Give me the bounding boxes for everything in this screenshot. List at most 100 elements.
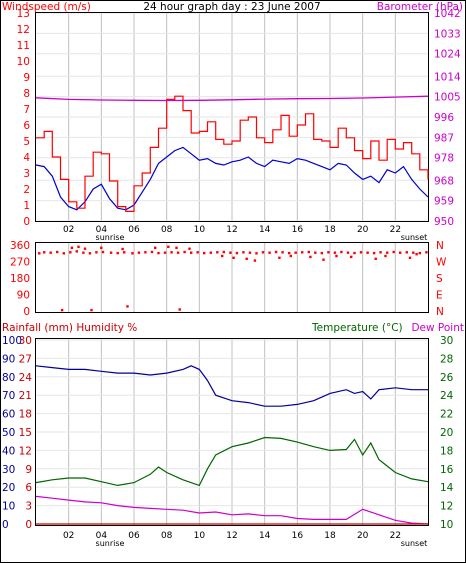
- direction-point: [405, 251, 408, 254]
- rainfall-tick-label: 0: [25, 519, 32, 531]
- barometer-tick-labels: 950 959 968 978 987 996 1005 1014 1024 1033 1042: [434, 8, 461, 228]
- direction-point: [178, 308, 181, 311]
- windspeed-axis-label: Windspeed (m/s): [2, 1, 91, 13]
- wind-baro-x-tick-labels: 02 04 06 08 10 12 14 16 18 20 22: [63, 225, 401, 235]
- direction-point: [203, 251, 206, 255]
- direction-point: [144, 251, 147, 254]
- direction-point: [157, 251, 160, 255]
- direction-point: [384, 254, 387, 258]
- direction-point: [245, 257, 248, 260]
- rainfall-tick-label: 27: [19, 353, 32, 365]
- direction-point: [75, 250, 78, 253]
- barometer-tick-label: 1005: [434, 92, 461, 104]
- direction-point: [408, 256, 412, 259]
- direction-point: [255, 252, 258, 255]
- windspeed-tick-label: 7: [23, 104, 30, 116]
- direction-point: [150, 250, 154, 254]
- windspeed-tick-label: 13: [17, 8, 30, 20]
- temperature-tick-label: 10: [440, 519, 453, 531]
- rain-hum-temp-frame: [35, 338, 429, 526]
- direction-point: [126, 305, 129, 308]
- temperature-tick-label: 12: [440, 501, 453, 513]
- direction-degree-tick-label: 180: [10, 273, 30, 285]
- wind-baro-grid: [36, 12, 428, 222]
- windspeed-tick-label: 0: [23, 216, 30, 228]
- direction-compass-tick-label: W: [436, 257, 447, 269]
- direction-point: [175, 246, 178, 249]
- barometer-tick-label: 1024: [434, 49, 461, 61]
- direction-point: [374, 257, 377, 260]
- direction-point: [281, 251, 284, 254]
- sunset-label: sunset: [401, 233, 428, 242]
- direction-point: [307, 250, 310, 254]
- direction-point: [176, 251, 180, 254]
- direction-degree-tick-label: 0: [23, 306, 30, 318]
- rain-hum-temp-x-tick-label: 20: [357, 531, 369, 541]
- rain-hum-temp-x-tick-labels: 02 04 06 08 10 12 14 16 18 20 22: [63, 531, 401, 541]
- barometer-tick-label: 1042: [434, 8, 461, 20]
- direction-compass-tick-label: N: [436, 240, 444, 252]
- direction-point: [62, 252, 65, 255]
- direction-point: [88, 252, 92, 255]
- direction-point: [248, 251, 252, 254]
- windspeed-tick-label: 1: [23, 200, 30, 212]
- direction-point: [123, 251, 126, 254]
- direction-point: [154, 246, 157, 249]
- wind-baro-series: [35, 95, 429, 212]
- direction-point: [366, 251, 369, 254]
- humidity-tick-label: 70: [2, 390, 15, 402]
- direction-point: [216, 251, 219, 254]
- direction-point: [294, 251, 297, 254]
- direction-point: [101, 250, 105, 254]
- rainfall-tick-label: 15: [19, 427, 32, 439]
- direction-point: [327, 251, 330, 254]
- rainfall-tick-label: 18: [19, 409, 32, 421]
- direction-point: [415, 253, 418, 256]
- humidity-tick-labels: 0 10 20 30 40 50 60 70 80 90 100: [2, 335, 22, 531]
- direction-point: [56, 250, 59, 254]
- direction-point: [90, 308, 93, 312]
- rain-hum-temp-x-tick-label: 12: [226, 531, 237, 541]
- humidity-tick-label: 0: [2, 519, 9, 531]
- direction-grid: [68, 243, 396, 312]
- temperature-tick-labels: 10 12 14 16 18 20 22 24 26 28 30: [440, 335, 454, 531]
- direction-point: [95, 251, 98, 254]
- temperature-tick-label: 24: [440, 390, 454, 402]
- humidity-tick-label: 80: [2, 372, 15, 384]
- windspeed-tick-label: 5: [23, 136, 30, 148]
- temp-series-line: [35, 436, 429, 487]
- rainfall-tick-label: 30: [19, 335, 32, 347]
- wind-baro-x-tick-label: 18: [324, 225, 336, 235]
- direction-point: [322, 258, 325, 261]
- humidity-tick-label: 40: [2, 445, 15, 457]
- rain-hum-temp-x-tick-label: 08: [161, 531, 173, 541]
- direction-point: [346, 251, 350, 254]
- direction-point: [289, 254, 292, 258]
- wind-baro-x-tick-label: 22: [390, 225, 401, 235]
- temperature-tick-label: 28: [440, 353, 453, 365]
- humidity-tick-label: 90: [2, 353, 15, 365]
- direction-point: [399, 251, 402, 254]
- barometer-tick-label: 950: [434, 216, 454, 228]
- direction-compass-tick-label: S: [436, 273, 443, 285]
- direction-point: [314, 251, 317, 254]
- sunrise-label: sunrise: [96, 233, 125, 242]
- direction-point: [274, 250, 278, 254]
- windspeed-tick-label: 11: [17, 40, 30, 52]
- direction-point: [69, 251, 72, 254]
- direction-point: [70, 246, 74, 249]
- direction-point: [350, 255, 353, 259]
- rainfall-tick-label: 3: [25, 501, 32, 513]
- direction-point: [418, 251, 421, 255]
- direction-point: [386, 251, 389, 254]
- direction-point: [425, 251, 428, 254]
- direction-point: [261, 251, 265, 254]
- direction-point: [333, 251, 337, 254]
- direction-point: [235, 251, 239, 255]
- humidity-tick-label: 100: [2, 335, 22, 347]
- direction-point: [353, 251, 356, 255]
- direction-point: [116, 251, 119, 255]
- humidity-tick-label: 50: [2, 427, 15, 439]
